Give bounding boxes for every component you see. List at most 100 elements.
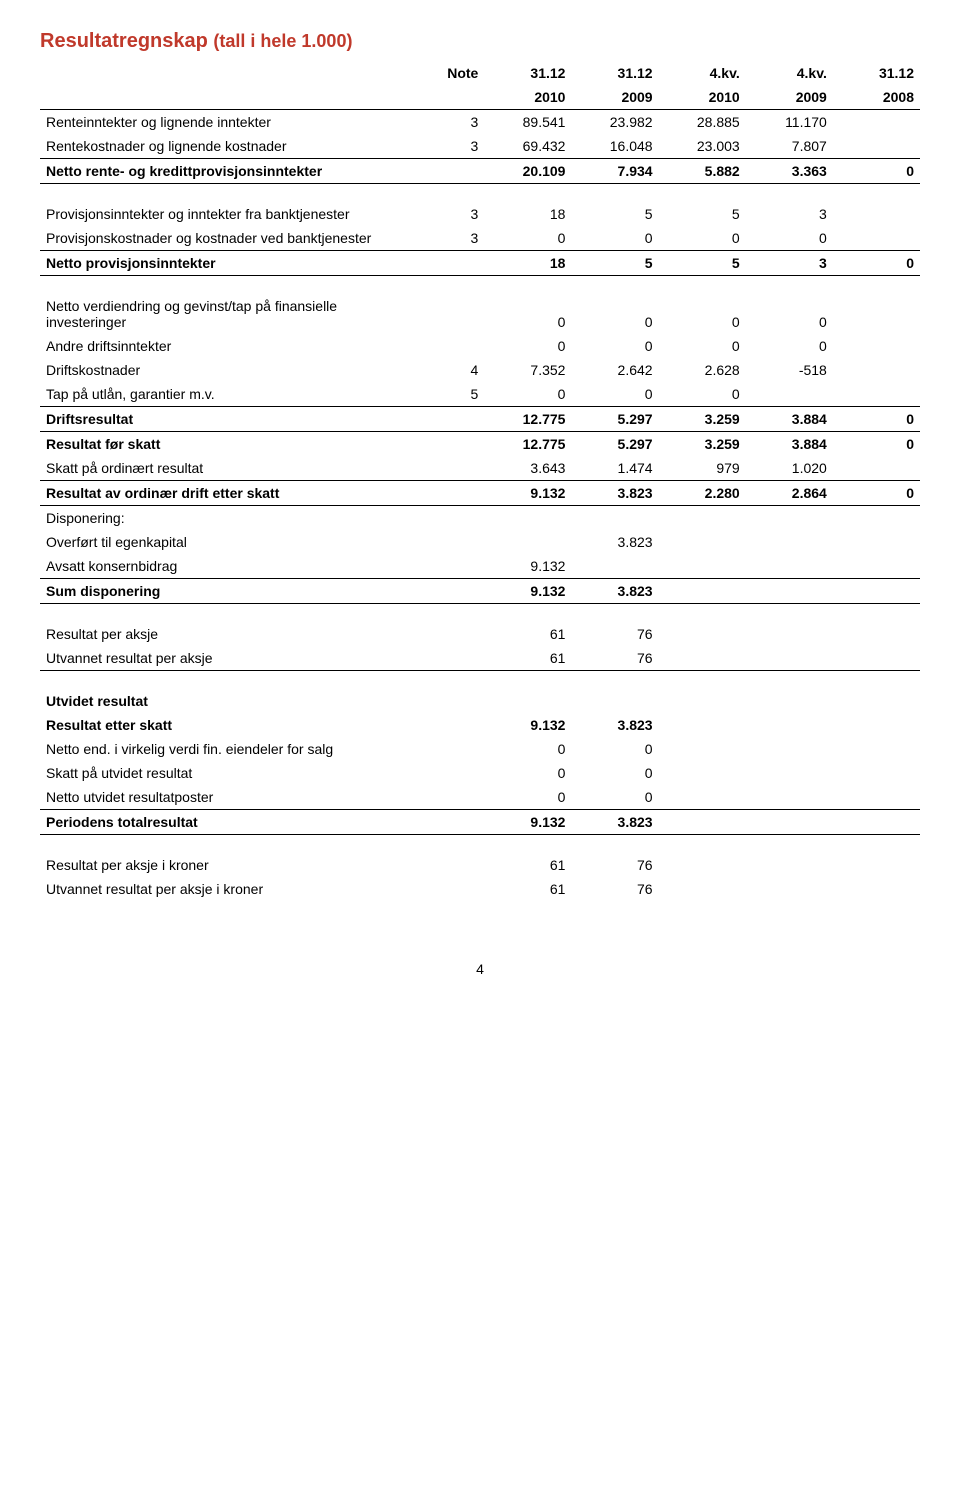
cell: 1.020	[746, 456, 833, 481]
table-row: Utvannet resultat per aksje 61 76	[40, 646, 920, 671]
cell: 23.982	[571, 110, 658, 135]
row-note	[423, 276, 484, 335]
table-row: Renteinntekter og lignende inntekter 3 8…	[40, 110, 920, 135]
cell: 7.807	[746, 134, 833, 159]
row-note: 3	[423, 110, 484, 135]
cell	[833, 276, 920, 335]
row-note	[423, 251, 484, 276]
cell: 76	[571, 835, 658, 878]
row-label: Renteinntekter og lignende inntekter	[40, 110, 423, 135]
cell	[484, 530, 571, 554]
cell: 89.541	[484, 110, 571, 135]
row-label: Resultat per aksje i kroner	[40, 835, 423, 878]
cell: 0	[659, 226, 746, 251]
cell: 9.132	[484, 481, 571, 506]
cell: 0	[484, 334, 571, 358]
row-note	[423, 554, 484, 579]
cell: 2.280	[659, 481, 746, 506]
row-label: Disponering:	[40, 506, 423, 531]
row-label: Netto end. i virkelig verdi fin. eiendel…	[40, 737, 423, 761]
cell: 0	[484, 382, 571, 407]
cell: 3	[746, 251, 833, 276]
row-label: Periodens totalresultat	[40, 810, 423, 835]
cell: 0	[833, 432, 920, 457]
col-h5: 31.12	[833, 61, 920, 85]
cell: 0	[833, 159, 920, 184]
table-row: Netto utvidet resultatposter 0 0	[40, 785, 920, 810]
col-h4: 4.kv.	[746, 61, 833, 85]
row-label: Provisjonsinntekter og inntekter fra ban…	[40, 184, 423, 227]
cell	[833, 134, 920, 159]
row-label: Utvannet resultat per aksje	[40, 646, 423, 671]
cell: 0	[833, 481, 920, 506]
cell: 5.882	[659, 159, 746, 184]
cell: 61	[484, 877, 571, 901]
row-note	[423, 456, 484, 481]
cell: 76	[571, 646, 658, 671]
cell: 2.628	[659, 358, 746, 382]
table-row: Netto rente- og kredittprovisjonsinntekt…	[40, 159, 920, 184]
table-row: Provisjonskostnader og kostnader ved ban…	[40, 226, 920, 251]
row-note	[423, 481, 484, 506]
cell: 0	[746, 334, 833, 358]
table-row: Resultat før skatt 12.775 5.297 3.259 3.…	[40, 432, 920, 457]
cell	[833, 382, 920, 407]
cell: 9.132	[484, 713, 571, 737]
cell	[833, 184, 920, 227]
table-row: Tap på utlån, garantier m.v. 5 0 0 0	[40, 382, 920, 407]
cell: 5	[571, 184, 658, 227]
col-y5: 2008	[833, 85, 920, 110]
cell: 7.352	[484, 358, 571, 382]
row-label: Skatt på utvidet resultat	[40, 761, 423, 785]
table-row: Utvannet resultat per aksje i kroner 61 …	[40, 877, 920, 901]
col-y3: 2010	[659, 85, 746, 110]
cell: 3.823	[571, 530, 658, 554]
row-label: Andre driftsinntekter	[40, 334, 423, 358]
header-row-1: Note 31.12 31.12 4.kv. 4.kv. 31.12	[40, 61, 920, 85]
cell: 5	[659, 184, 746, 227]
cell: 69.432	[484, 134, 571, 159]
table-row: Driftskostnader 4 7.352 2.642 2.628 -518	[40, 358, 920, 382]
cell: 61	[484, 835, 571, 878]
cell	[571, 554, 658, 579]
row-note	[423, 835, 484, 878]
table-row: Provisjonsinntekter og inntekter fra ban…	[40, 184, 920, 227]
cell: 0	[571, 785, 658, 810]
table-row: Driftsresultat 12.775 5.297 3.259 3.884 …	[40, 407, 920, 432]
row-label: Provisjonskostnader og kostnader ved ban…	[40, 226, 423, 251]
cell	[833, 358, 920, 382]
col-y2: 2009	[571, 85, 658, 110]
table-row: Resultat etter skatt 9.132 3.823	[40, 713, 920, 737]
row-label: Tap på utlån, garantier m.v.	[40, 382, 423, 407]
cell: 61	[484, 646, 571, 671]
cell: 9.132	[484, 554, 571, 579]
row-label: Resultat etter skatt	[40, 713, 423, 737]
cell	[833, 110, 920, 135]
cell: 7.934	[571, 159, 658, 184]
cell	[833, 456, 920, 481]
cell: 3.823	[571, 481, 658, 506]
row-note	[423, 334, 484, 358]
cell: 1.474	[571, 456, 658, 481]
cell: 12.775	[484, 407, 571, 432]
row-note	[423, 785, 484, 810]
table-row: Netto provisjonsinntekter 18 5 5 3 0	[40, 251, 920, 276]
title-main: Resultatregnskap	[40, 30, 213, 52]
row-label: Skatt på ordinært resultat	[40, 456, 423, 481]
cell: 11.170	[746, 110, 833, 135]
row-label: Resultat per aksje	[40, 604, 423, 647]
cell: 3.259	[659, 407, 746, 432]
income-statement-table: Note 31.12 31.12 4.kv. 4.kv. 31.12 2010 …	[40, 61, 920, 901]
row-note: 3	[423, 134, 484, 159]
cell: 0	[484, 226, 571, 251]
row-label: Overført til egenkapital	[40, 530, 423, 554]
cell: 16.048	[571, 134, 658, 159]
table-row: Skatt på ordinært resultat 3.643 1.474 9…	[40, 456, 920, 481]
col-y4: 2009	[746, 85, 833, 110]
cell: 61	[484, 604, 571, 647]
row-label: Netto provisjonsinntekter	[40, 251, 423, 276]
page-number: 4	[40, 961, 920, 977]
row-note	[423, 713, 484, 737]
cell: 3.884	[746, 407, 833, 432]
row-label: Resultat av ordinær drift etter skatt	[40, 481, 423, 506]
